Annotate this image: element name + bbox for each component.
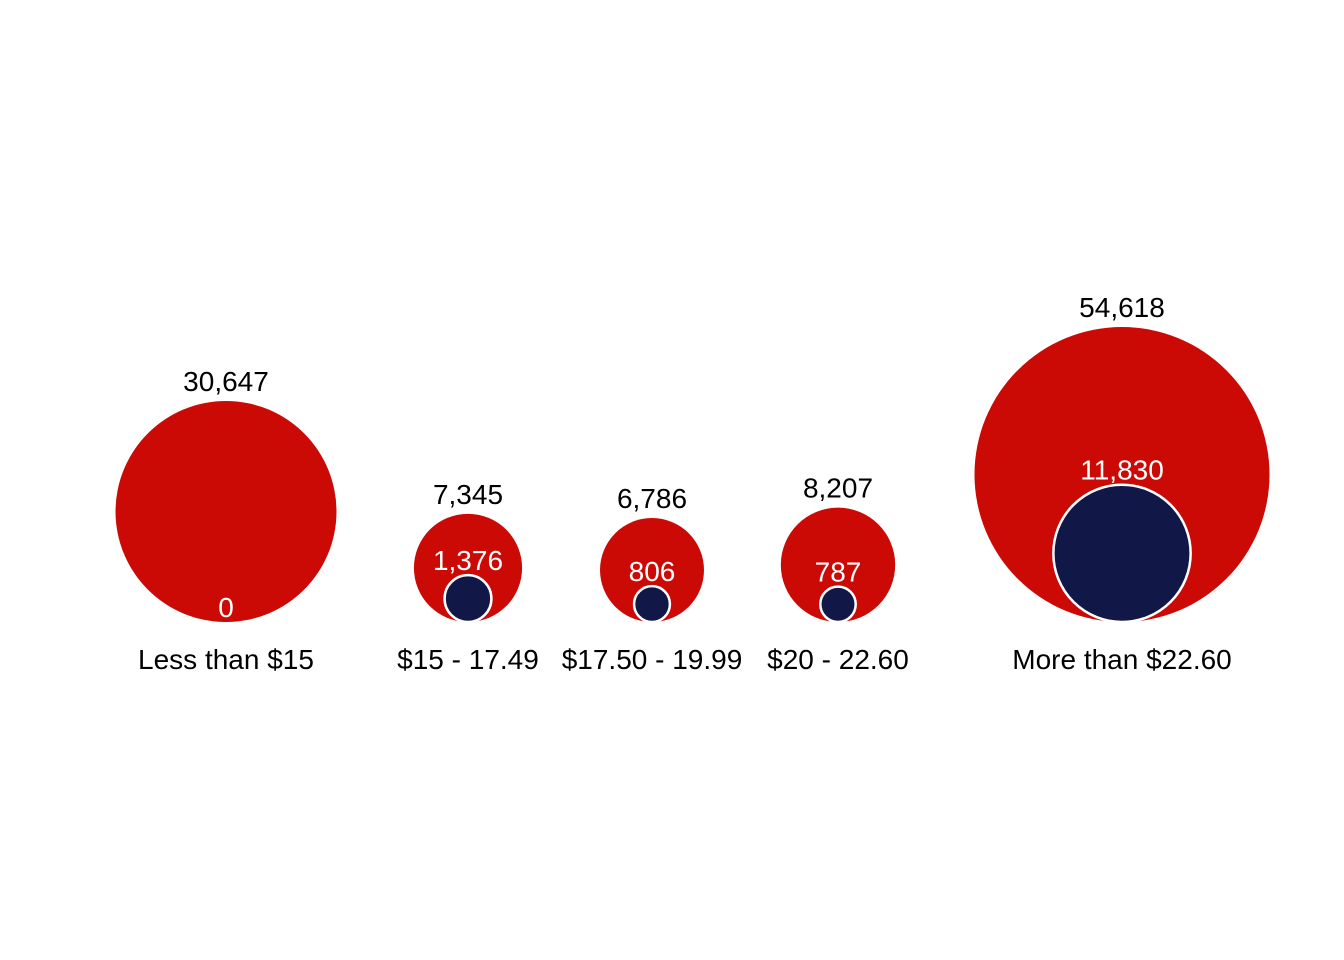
labels-layer: 30,647 0 Less than $15 7,345 1,376 $15 - 17.4… xyxy=(138,292,1232,675)
inner-bubble-4 xyxy=(1052,483,1192,624)
outer-value-label-2: 6,786 xyxy=(617,483,687,514)
inner-value-label-0: 0 xyxy=(218,592,234,623)
inner-value-label-2: 806 xyxy=(629,556,676,587)
outer-bubble-2 xyxy=(600,518,704,622)
inner-value-label-3: 787 xyxy=(815,557,862,588)
outer-value-label-1: 7,345 xyxy=(433,479,503,510)
outer-value-label-0: 30,647 xyxy=(183,366,269,397)
inner-bubble-2 xyxy=(632,584,672,624)
inner-value-label-1: 1,376 xyxy=(433,545,503,576)
category-label-3: $20 - 22.60 xyxy=(767,644,909,675)
outer-bubble-4 xyxy=(974,327,1270,622)
category-label-2: $17.50 - 19.99 xyxy=(562,644,743,675)
inner-value-label-4: 11,830 xyxy=(1080,455,1164,486)
bubbles-layer xyxy=(115,327,1270,624)
outer-bubble-1 xyxy=(413,513,523,622)
outer-bubble-0 xyxy=(115,401,337,622)
category-label-0: Less than $15 xyxy=(138,644,314,675)
inner-bubble-3 xyxy=(819,585,857,624)
category-label-4: More than $22.60 xyxy=(1012,644,1232,675)
outer-bubble-3 xyxy=(780,507,896,622)
inner-bubble-1 xyxy=(443,573,493,624)
outer-value-label-4: 54,618 xyxy=(1079,292,1165,323)
outer-value-label-3: 8,207 xyxy=(803,473,873,504)
category-label-1: $15 - 17.49 xyxy=(397,644,539,675)
